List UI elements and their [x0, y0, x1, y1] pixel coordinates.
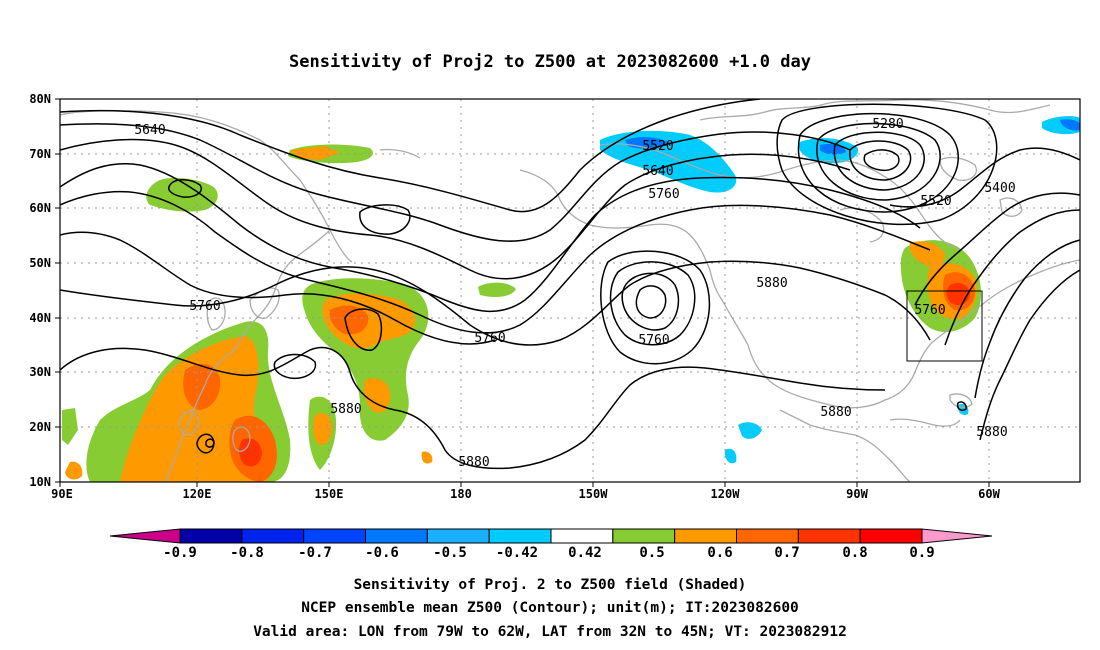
lon-label: 120E	[183, 487, 212, 501]
colorbar-swatch	[736, 528, 799, 544]
colorbar-swatch	[612, 528, 676, 544]
map-frame	[59, 98, 1081, 483]
contour-label: 5520	[920, 194, 951, 209]
colorbar-swatch	[674, 528, 738, 544]
colorbar-label: 0.6	[707, 545, 732, 561]
colorbar-swatch	[179, 528, 243, 544]
colorbar-swatch	[241, 528, 305, 544]
contour-label: 5880	[820, 405, 851, 420]
graticule	[60, 99, 1080, 482]
colorbar-swatch	[365, 528, 428, 544]
contour-label: 5880	[330, 402, 361, 417]
colorbar-label: -0.8	[230, 545, 264, 561]
lat-label: 20N	[29, 420, 51, 434]
colorbar-label: 0.8	[842, 545, 867, 561]
longitude-labels: 90E 120E 150E 180 150W 120W 90W 60W	[51, 487, 1000, 501]
lon-label: 180	[450, 487, 472, 501]
colorbar-right-arrow	[921, 528, 993, 544]
footer-line-3: Valid area: LON from 79W to 62W, LAT fro…	[253, 624, 847, 640]
valid-area-box	[906, 290, 983, 362]
lon-label: 120W	[711, 487, 741, 501]
colorbar-label: 0.7	[774, 545, 799, 561]
colorbar-left-arrow	[109, 528, 181, 544]
lat-label: 80N	[29, 92, 51, 106]
colorbar-label: 0.9	[909, 545, 934, 561]
colorbar-swatch	[859, 528, 923, 544]
contour-label: 5280	[872, 117, 903, 132]
colorbar-label: 0.42	[568, 545, 602, 561]
colorbar-label: -0.6	[365, 545, 399, 561]
contour-label: 5640	[134, 123, 165, 138]
colorbar-swatch	[797, 528, 861, 544]
contour-labels: 5640 5520 5640 5760 5280 5400 5520 5760 …	[134, 117, 1015, 470]
lon-label: 60W	[978, 487, 1000, 501]
lon-label: 90W	[846, 487, 868, 501]
colorbar-swatches	[109, 528, 993, 544]
colorbar-swatch	[426, 528, 490, 544]
contour-label: 5760	[638, 333, 669, 348]
map-panel: 5640 5520 5640 5760 5280 5400 5520 5760 …	[59, 98, 1081, 483]
contour-label: 5880	[756, 276, 787, 291]
contour-label: 5760	[648, 187, 679, 202]
z500-contours	[60, 99, 1080, 470]
contour-label: 5760	[189, 299, 220, 314]
footer-caption: Sensitivity of Proj. 2 to Z500 field (Sh…	[253, 577, 847, 640]
axis-ticks	[55, 98, 990, 487]
lon-label: 90E	[51, 487, 73, 501]
contour-label: 5640	[642, 164, 673, 179]
colorbar-swatch	[303, 528, 366, 544]
footer-line-1: Sensitivity of Proj. 2 to Z500 field (Sh…	[354, 577, 747, 593]
colorbar-labels: -0.9 -0.8 -0.7 -0.6 -0.5 -0.42 0.42 0.5 …	[163, 545, 935, 561]
lon-label: 150E	[315, 487, 344, 501]
lat-label: 70N	[29, 147, 51, 161]
lon-label: 150W	[579, 487, 609, 501]
contour-label: 5880	[458, 455, 489, 470]
colorbar-label: -0.42	[496, 545, 538, 561]
lat-label: 50N	[29, 256, 51, 270]
latitude-labels: 80N 70N 60N 50N 40N 30N 20N 10N	[29, 92, 51, 489]
colorbar-label: -0.7	[298, 545, 332, 561]
lat-label: 40N	[29, 311, 51, 325]
colorbar-label: -0.5	[433, 545, 467, 561]
colorbar-label: -0.9	[163, 545, 197, 561]
footer-line-2: NCEP ensemble mean Z500 (Contour); unit(…	[301, 600, 799, 616]
contour-label: 5520	[642, 139, 673, 154]
colorbar-swatch	[550, 528, 614, 544]
contour-label: 5760	[474, 331, 505, 346]
contour-label: 5400	[984, 181, 1015, 196]
lat-label: 60N	[29, 201, 51, 215]
lat-label: 10N	[29, 475, 51, 489]
colorbar: -0.9 -0.8 -0.7 -0.6 -0.5 -0.42 0.42 0.5 …	[109, 528, 993, 561]
colorbar-label: 0.5	[639, 545, 664, 561]
map-title: Sensitivity of Proj2 to Z500 at 20230826…	[289, 52, 811, 72]
contour-label: 5880	[976, 425, 1007, 440]
contour-label: 5760	[914, 303, 945, 318]
colorbar-swatch	[488, 528, 552, 544]
lat-label: 30N	[29, 365, 51, 379]
